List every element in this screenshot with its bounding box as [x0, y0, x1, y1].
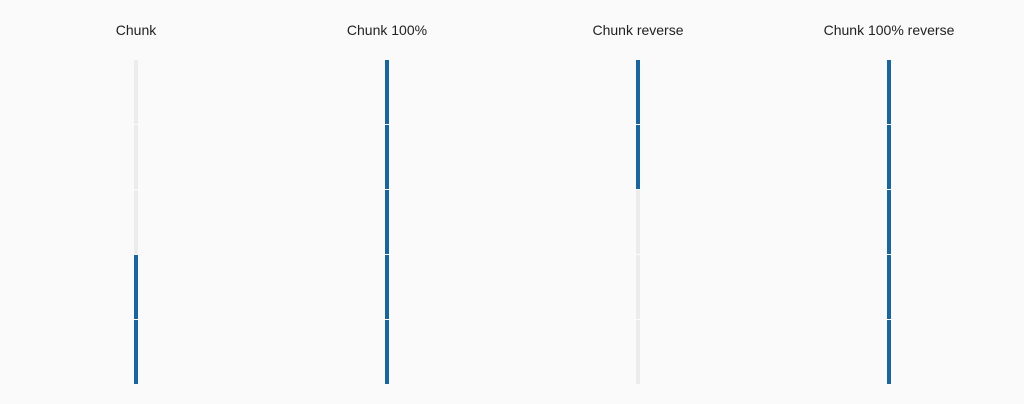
- progress-chunk-empty: [134, 125, 138, 189]
- progress-chunk-filled: [636, 125, 640, 189]
- progress-chunk-filled: [385, 190, 389, 254]
- progress-column-chunk-100-reverse: Chunk 100% reverse: [764, 0, 1014, 404]
- progress-column-chunk-100: Chunk 100%: [262, 0, 512, 404]
- progress-bar-chunk-reverse: [636, 60, 640, 384]
- progress-chunk-filled: [887, 190, 891, 254]
- progress-bar-chunk-100-reverse: [887, 60, 891, 384]
- progress-chunk-filled: [636, 60, 640, 124]
- progress-label: Chunk reverse: [592, 22, 684, 38]
- progress-chunk-filled: [887, 255, 891, 319]
- progress-column-chunk: Chunk: [11, 0, 261, 404]
- progress-chunk-filled: [887, 60, 891, 124]
- progress-chunk-filled: [385, 125, 389, 189]
- progress-chunk-empty: [636, 255, 640, 319]
- progress-chunk-filled: [887, 320, 891, 384]
- progress-label: Chunk 100%: [346, 22, 428, 38]
- progress-chunk-empty: [636, 320, 640, 384]
- progress-bar-chunk: [134, 60, 138, 384]
- progress-chunk-filled: [887, 125, 891, 189]
- progress-chunk-filled: [134, 320, 138, 384]
- progress-label: Chunk 100% reverse: [823, 22, 955, 38]
- progress-column-chunk-reverse: Chunk reverse: [513, 0, 763, 404]
- progress-chunk-filled: [134, 255, 138, 319]
- progress-chunk-empty: [134, 190, 138, 254]
- progress-chunk-empty: [134, 60, 138, 124]
- progress-chunk-filled: [385, 255, 389, 319]
- progress-chunk-empty: [636, 190, 640, 254]
- progress-chunk-filled: [385, 60, 389, 124]
- progress-bar-chunk-100: [385, 60, 389, 384]
- progress-label: Chunk: [115, 22, 157, 38]
- progress-chunk-filled: [385, 320, 389, 384]
